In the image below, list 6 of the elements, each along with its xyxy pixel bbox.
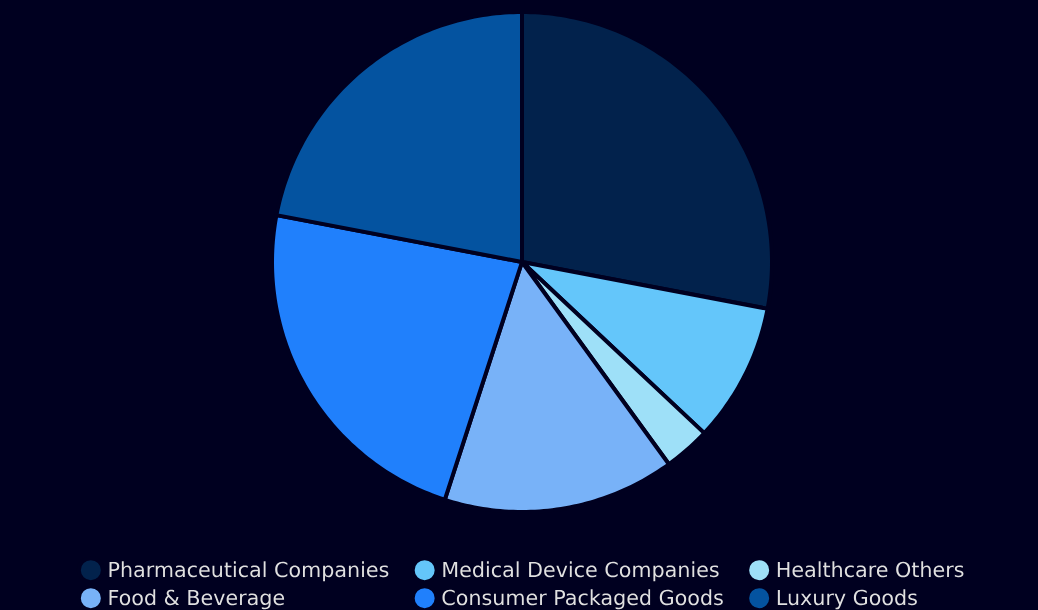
legend-label: Food & Beverage [109, 589, 285, 610]
legend-label: Medical Device Companies [443, 561, 719, 582]
legend-label: Healthcare Others [777, 561, 964, 578]
legend-label: Pharmaceutical Companies [109, 561, 389, 582]
legend-label: Consumer Packaged Goods [442, 589, 723, 610]
legend-label: Luxury Goods [777, 589, 917, 610]
